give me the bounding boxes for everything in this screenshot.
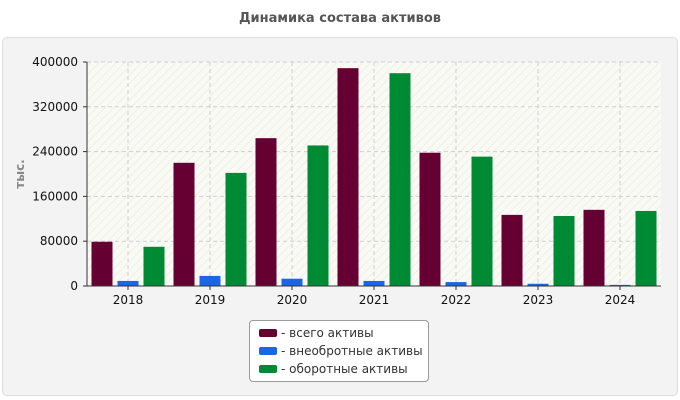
- legend-item: внеобротные активы: [259, 342, 428, 360]
- bar-внеобротные-активы-2024: [609, 284, 631, 286]
- bar-всего-активы-2023: [501, 214, 523, 286]
- bar-всего-активы-2021: [337, 68, 359, 286]
- x-tick-label: 2020: [277, 293, 308, 307]
- bar-оборотные-активы-2024: [635, 210, 657, 286]
- bar-внеобротные-активы-2021: [363, 280, 385, 286]
- x-tick-label: 2022: [441, 293, 472, 307]
- bar-оборотные-активы-2023: [553, 216, 575, 286]
- y-tick-label: 400000: [32, 55, 78, 69]
- legend-label: всего активы: [281, 326, 373, 340]
- legend-swatch: [259, 347, 277, 355]
- bar-оборотные-активы-2019: [225, 172, 247, 286]
- x-tick-label: 2021: [359, 293, 390, 307]
- y-axis-label: тыс.: [13, 159, 27, 188]
- chart-legend: всего активы внеобротные активы оборотные …: [249, 320, 429, 382]
- y-tick-label: 80000: [40, 234, 78, 248]
- bar-внеобротные-активы-2018: [117, 280, 139, 286]
- bars-group: [91, 68, 657, 286]
- bar-всего-активы-2024: [583, 209, 605, 286]
- bar-внеобротные-активы-2019: [199, 275, 221, 286]
- bar-всего-активы-2022: [419, 152, 441, 286]
- x-tick-label: 2019: [195, 293, 226, 307]
- y-tick-label: 0: [70, 279, 78, 293]
- chart-title: Динамика состава активов: [238, 11, 442, 26]
- bar-оборотные-активы-2022: [471, 156, 493, 286]
- bar-всего-активы-2020: [255, 138, 277, 286]
- bar-внеобротные-активы-2020: [281, 278, 303, 286]
- tick-labels-group: 0 80000 160000 240000 320000 400000 2018 2019 20…: [32, 55, 635, 307]
- bar-внеобротные-активы-2022: [445, 282, 467, 286]
- bar-всего-активы-2019: [173, 162, 195, 286]
- y-tick-label: 160000: [32, 189, 78, 203]
- legend-swatch: [259, 365, 277, 373]
- legend-label: оборотные активы: [281, 362, 408, 376]
- legend-swatch: [259, 329, 277, 337]
- bar-оборотные-активы-2021: [389, 73, 411, 286]
- bar-оборотные-активы-2020: [307, 145, 329, 286]
- bar-внеобротные-активы-2023: [527, 283, 549, 286]
- legend-item: всего активы: [259, 324, 428, 342]
- x-tick-label: 2018: [113, 293, 144, 307]
- legend-item: оборотные активы: [259, 360, 428, 378]
- legend-label: внеобротные активы: [281, 344, 422, 358]
- bar-всего-активы-2018: [91, 241, 113, 286]
- bar-оборотные-активы-2018: [143, 246, 165, 286]
- axes-group: [83, 61, 661, 290]
- y-tick-label: 320000: [32, 100, 78, 114]
- x-tick-label: 2024: [605, 293, 636, 307]
- x-tick-label: 2023: [523, 293, 554, 307]
- y-tick-label: 240000: [32, 145, 78, 159]
- grid-lines: [87, 61, 661, 286]
